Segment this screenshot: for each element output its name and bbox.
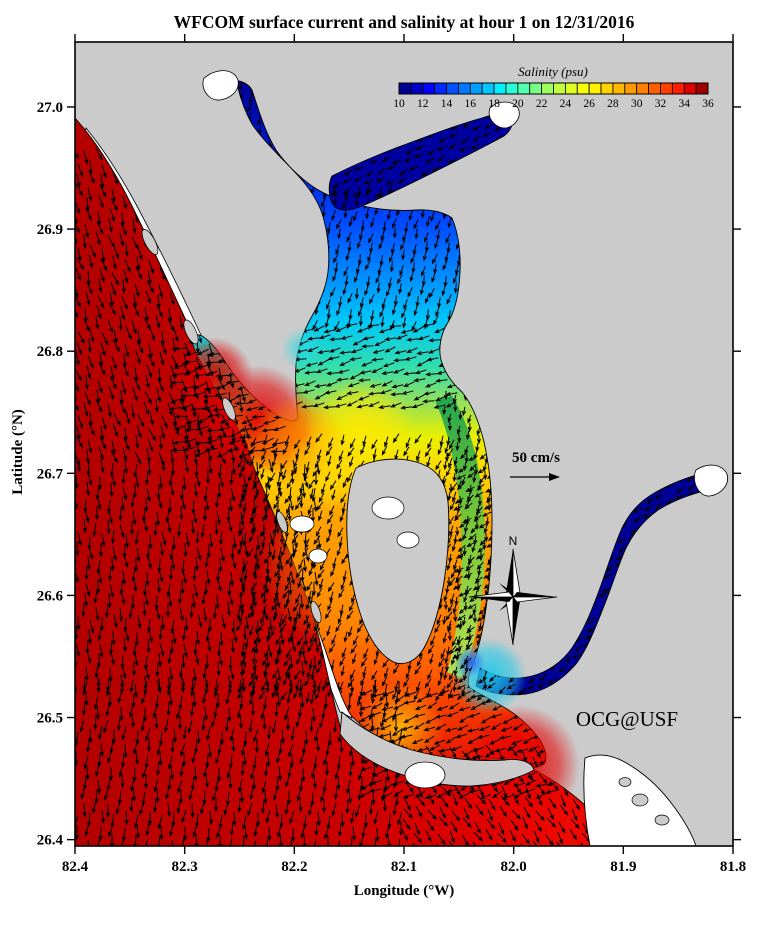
x-tick-label: 82.0 [501, 859, 527, 875]
x-tick-label: 82.4 [62, 859, 89, 875]
colorbar-cell [517, 82, 531, 95]
flow-arrows-gulf-south [75, 677, 404, 846]
colorbar-cell [398, 82, 412, 95]
colorbar-tick-label: 34 [678, 98, 690, 110]
colorbar-title: Salinity (psu) [518, 64, 588, 79]
colorbar-cell [529, 82, 543, 95]
x-tick-label: 81.8 [720, 859, 746, 875]
barrier-island [141, 229, 159, 255]
plot-title: WFCOM surface current and salinity at ho… [174, 12, 635, 32]
colorbar-tick-label: 10 [393, 98, 405, 110]
estero-islet [618, 777, 632, 787]
northeast-arm-head-marsh [488, 101, 520, 129]
y-tick-label: 26.6 [37, 588, 64, 604]
causeway-island [404, 761, 446, 789]
colorbar-cell [624, 82, 638, 95]
sound-shoal [308, 548, 328, 564]
compass-rose-icon [468, 548, 558, 646]
estero-islet [631, 793, 649, 807]
colorbar-cell [600, 82, 614, 95]
barrier-island [183, 319, 199, 345]
scale-arrow-label: 50 cm/s [512, 450, 560, 466]
colorbar-tick-label: 30 [631, 98, 643, 110]
colorbar-tick-label: 24 [560, 98, 572, 110]
compass-north-label: N [509, 534, 518, 548]
colorbar-cell [422, 82, 436, 95]
colorbar-tick-label: 28 [607, 98, 619, 110]
colorbar-cell [636, 82, 649, 95]
x-tick-label: 81.9 [610, 859, 636, 875]
sanibel-island [339, 711, 535, 787]
colorbar-cell [469, 82, 483, 95]
annotations: 50 cm/s N OCG@USF [468, 450, 678, 731]
colorbar-tick-label: 26 [583, 98, 595, 110]
colorbar-cell [493, 82, 507, 95]
colorbar-cell [660, 82, 673, 95]
y-tick-label: 27.0 [37, 100, 63, 116]
colorbar-cell [671, 82, 685, 95]
y-tick-label: 26.4 [37, 833, 64, 849]
y-tick-label: 26.5 [37, 711, 63, 727]
y-tick-label: 26.9 [37, 222, 63, 238]
sound-shoal [396, 531, 420, 549]
y-tick-label: 26.7 [37, 466, 64, 482]
y-tick-label: 26.8 [37, 344, 63, 360]
island-overlays [141, 70, 729, 847]
colorbar-cell [458, 82, 471, 95]
colorbar-tick-label: 20 [512, 98, 524, 110]
colorbar-cell [410, 82, 424, 95]
colorbar-tick-label: 22 [536, 98, 548, 110]
colorbar-cell [446, 82, 459, 95]
colorbar-cell [588, 82, 602, 95]
peace-river-head-marsh [202, 70, 239, 101]
x-tick-label: 82.1 [391, 859, 417, 875]
colorbar-cell [683, 82, 697, 95]
colorbar-cell [505, 82, 519, 95]
barrier-island [276, 511, 288, 533]
y-axis-label: Latitude (°N) [10, 409, 26, 495]
colorbar-cell [564, 82, 578, 95]
barrier-island [310, 601, 322, 623]
colorbar-cell [695, 82, 709, 95]
x-tick-label: 82.2 [281, 859, 307, 875]
colorbar-cell [553, 82, 566, 95]
colorbar-cell [612, 82, 626, 95]
colorbar-tick-label: 18 [488, 98, 500, 110]
barrier-island [222, 397, 236, 421]
x-tick-label: 82.3 [172, 859, 198, 875]
colorbar-tick-label: 16 [465, 98, 477, 110]
estero-islet [654, 814, 670, 826]
colorbar-tick-label: 12 [417, 98, 429, 110]
scale-arrow-icon [510, 473, 560, 481]
colorbar-tick-label: 32 [655, 98, 667, 110]
sound-shoal [289, 515, 315, 533]
colorbar-tick-label: 36 [702, 98, 714, 110]
colorbar-cell [434, 82, 447, 95]
caloosahatchee-head-marsh [693, 464, 729, 497]
sound-shoal [371, 496, 405, 520]
axes: WFCOM surface current and salinity at ho… [10, 12, 746, 899]
watermark-text: OCG@USF [576, 707, 678, 731]
colorbar: Salinity (psu) 10 12 14 16 18 20 22 24 26 28 30 32 3… [393, 64, 714, 110]
colorbar-cell [481, 82, 495, 95]
colorbar-cell [648, 82, 661, 95]
colorbar-cell [576, 82, 590, 95]
colorbar-tick-label: 14 [441, 98, 453, 110]
x-axis-label: Longitude (°W) [354, 883, 455, 899]
colorbar-cell [541, 82, 554, 95]
